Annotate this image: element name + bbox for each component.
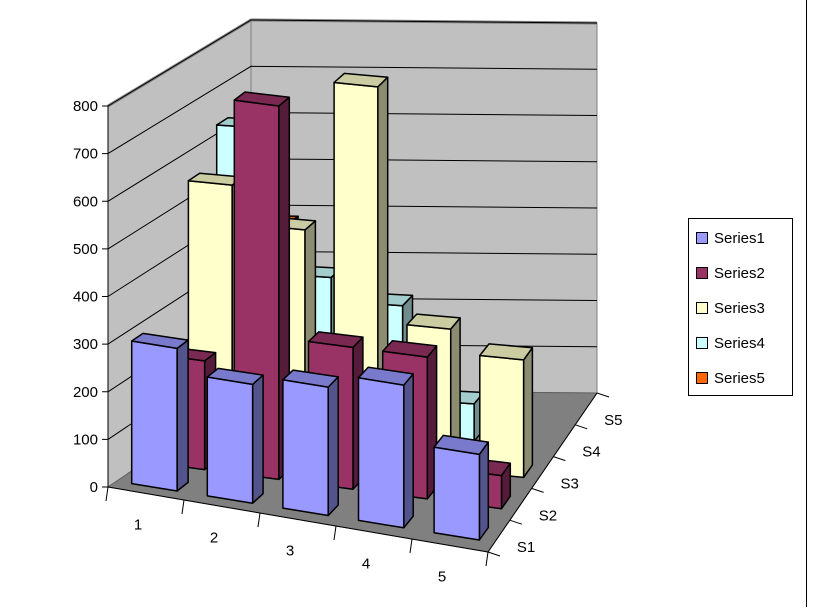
depth-tick-label: S4 bbox=[582, 444, 600, 461]
x-tick-mark bbox=[257, 512, 261, 528]
y-tick-label: 0 bbox=[90, 479, 98, 496]
x-axis-line bbox=[107, 486, 489, 553]
bar-top bbox=[233, 91, 291, 107]
depth-axis-line bbox=[487, 392, 598, 553]
legend-item-series4: Series4 bbox=[696, 332, 765, 354]
bar-front bbox=[282, 379, 329, 517]
depth-tick-mark bbox=[553, 456, 566, 462]
bar-front bbox=[206, 376, 254, 504]
x-tick-label: 3 bbox=[286, 543, 294, 560]
y-tick-label: 400 bbox=[73, 289, 98, 306]
depth-tick-label: S2 bbox=[539, 507, 557, 524]
bar-front bbox=[130, 340, 178, 492]
depth-tick-label: S1 bbox=[517, 539, 535, 556]
depth-tick-mark bbox=[596, 392, 610, 398]
depth-tick-label: S3 bbox=[561, 476, 579, 493]
legend-item-series1: Series1 bbox=[696, 227, 765, 249]
x-tick-label: 2 bbox=[210, 530, 218, 547]
bar-top bbox=[206, 367, 264, 386]
bar-side bbox=[478, 441, 490, 541]
bar-top bbox=[282, 369, 339, 388]
legend-label: Series3 bbox=[714, 299, 765, 317]
x-tick-mark bbox=[333, 525, 337, 541]
bar-top bbox=[479, 343, 534, 361]
legend-label: Series4 bbox=[714, 334, 765, 352]
bar-top bbox=[406, 313, 461, 330]
gridline bbox=[107, 65, 598, 155]
y-tick-label: 700 bbox=[73, 146, 98, 163]
bar-top bbox=[130, 332, 189, 350]
legend-item-series3: Series3 bbox=[696, 297, 765, 319]
y-tick-label: 200 bbox=[73, 384, 98, 401]
bar-top bbox=[333, 72, 389, 88]
y-tick-label: 600 bbox=[73, 193, 98, 210]
legend-swatch bbox=[696, 232, 708, 244]
bar-series1-2 bbox=[206, 367, 264, 504]
bar-series1-5 bbox=[433, 434, 490, 541]
y-tick-label: 100 bbox=[73, 431, 98, 448]
legend-item-series2: Series2 bbox=[696, 262, 765, 284]
gridline bbox=[107, 19, 598, 107]
depth-tick-mark bbox=[509, 519, 522, 525]
x-tick-mark bbox=[181, 499, 185, 515]
bar-series1-4 bbox=[357, 366, 414, 529]
depth-tick-mark bbox=[531, 487, 544, 493]
bar-front bbox=[433, 446, 481, 541]
bar-series3-5 bbox=[479, 343, 534, 479]
bar-top bbox=[307, 331, 364, 349]
x-tick-label: 5 bbox=[438, 569, 446, 586]
legend-swatch bbox=[696, 337, 708, 349]
bar-side bbox=[251, 374, 264, 504]
legend-swatch bbox=[696, 372, 708, 384]
legend-item-series5: Series5 bbox=[696, 367, 765, 389]
bar-series1-1 bbox=[130, 332, 189, 492]
bar-top bbox=[433, 434, 490, 456]
depth-tick-mark bbox=[487, 551, 501, 557]
x-tick-mark bbox=[409, 538, 413, 554]
bar-side bbox=[403, 373, 414, 529]
x-tick-mark bbox=[105, 486, 109, 502]
window-edge-divider bbox=[806, 0, 807, 607]
y-tick-label: 800 bbox=[73, 98, 98, 115]
bar-top bbox=[381, 339, 438, 358]
legend-label: Series5 bbox=[714, 369, 765, 387]
bar-side bbox=[176, 339, 189, 492]
x-tick-label: 1 bbox=[134, 517, 142, 534]
y-tick-label: 300 bbox=[73, 336, 98, 353]
depth-tick-mark bbox=[575, 424, 588, 430]
x-tick-mark bbox=[485, 551, 489, 567]
chart-legend: Series1 Series2 Series3 Series4 Series5 bbox=[688, 218, 793, 396]
legend-swatch bbox=[696, 302, 708, 314]
depth-tick-label: S5 bbox=[604, 412, 622, 429]
bar-series1-3 bbox=[282, 369, 339, 517]
y-tick-label: 500 bbox=[73, 241, 98, 258]
bar-top bbox=[357, 366, 414, 386]
bar-side bbox=[522, 346, 534, 479]
x-tick-label: 4 bbox=[362, 556, 370, 573]
legend-label: Series2 bbox=[714, 264, 765, 282]
legend-label: Series1 bbox=[714, 229, 765, 247]
legend-swatch bbox=[696, 267, 708, 279]
bar-front bbox=[357, 377, 405, 529]
bar-side bbox=[327, 376, 339, 517]
